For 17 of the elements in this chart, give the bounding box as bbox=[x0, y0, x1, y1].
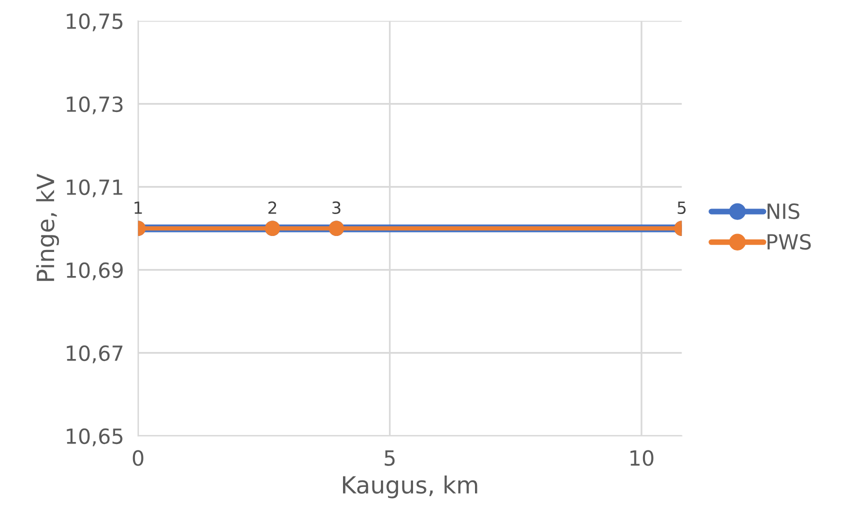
y-tick-label: 10,75 bbox=[66, 13, 122, 32]
annotation: 5 bbox=[678, 202, 686, 214]
y-tick-label: 10,67 bbox=[66, 345, 122, 364]
annotation: 2 bbox=[268, 201, 276, 214]
legend-label: NIS bbox=[768, 203, 800, 220]
legend-label: PWS bbox=[768, 234, 811, 250]
x-tick-label: 0 bbox=[132, 450, 144, 466]
y-axis-title: Pinge, kV bbox=[36, 174, 59, 281]
y-tick-label: 10,69 bbox=[66, 262, 123, 280]
x-tick-label: 5 bbox=[384, 450, 395, 466]
x-tick-label: 10 bbox=[630, 450, 654, 466]
x-axis-title: Kaugus, km bbox=[343, 475, 478, 498]
annotation: 3 bbox=[332, 201, 340, 214]
y-tick-label: 10,65 bbox=[66, 428, 122, 446]
y-tick-label: 10,71 bbox=[66, 179, 122, 198]
annotation: 1 bbox=[134, 202, 142, 214]
y-tick-label: 10,73 bbox=[66, 96, 123, 114]
